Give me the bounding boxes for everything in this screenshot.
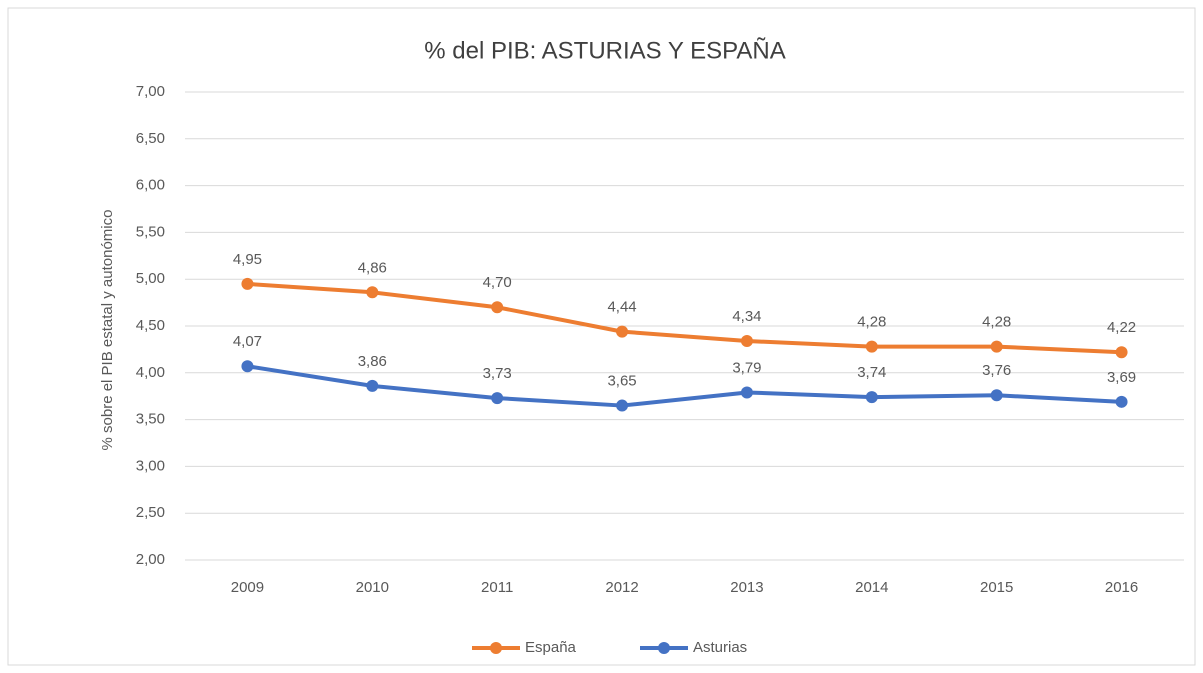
data-label: 3,76 [982, 362, 1011, 379]
x-tick-label: 2016 [1105, 579, 1138, 596]
y-tick-label: 3,00 [136, 457, 165, 474]
data-point [616, 325, 629, 338]
y-tick-label: 6,50 [136, 130, 165, 147]
data-label: 3,73 [483, 365, 512, 382]
x-tick-label: 2012 [605, 579, 638, 596]
data-label: 4,07 [233, 333, 262, 350]
data-label: 4,70 [483, 274, 512, 291]
y-tick-label: 2,00 [136, 551, 165, 568]
data-label: 3,79 [732, 359, 761, 376]
y-tick-label: 6,00 [136, 177, 165, 194]
y-tick-label: 4,50 [136, 317, 165, 334]
data-label: 4,22 [1107, 319, 1136, 336]
data-label: 4,34 [732, 308, 761, 325]
chart-title: % del PIB: ASTURIAS Y ESPAÑA [424, 37, 786, 64]
data-label: 3,65 [607, 373, 636, 390]
data-point [1115, 346, 1128, 359]
data-point [491, 392, 504, 405]
legend-label: España [525, 639, 577, 656]
series-line [247, 281, 1122, 355]
x-tick-label: 2014 [855, 579, 888, 596]
data-label: 3,86 [358, 353, 387, 370]
legend-marker [490, 642, 502, 654]
data-point [366, 379, 379, 392]
data-point [990, 340, 1003, 353]
data-point [1115, 395, 1128, 408]
data-label: 3,74 [857, 364, 886, 381]
data-label: 4,28 [982, 314, 1011, 331]
data-point [241, 277, 254, 290]
chart-border [7, 7, 1196, 666]
data-point [990, 389, 1003, 402]
data-label: 4,86 [358, 259, 387, 276]
data-label: 3,69 [1107, 369, 1136, 386]
y-tick-label: 3,50 [136, 411, 165, 428]
data-point [865, 340, 878, 353]
data-point [616, 399, 629, 412]
y-tick-label: 5,50 [136, 223, 165, 240]
data-point [740, 386, 753, 399]
y-tick-label: 2,50 [136, 504, 165, 521]
data-label: 4,95 [233, 251, 262, 268]
y-tick-label: 7,00 [136, 83, 165, 100]
x-tick-label: 2010 [356, 579, 389, 596]
data-point [366, 286, 379, 299]
series-line [247, 364, 1122, 408]
legend-marker [658, 642, 670, 654]
data-point [740, 334, 753, 347]
x-tick-label: 2009 [231, 579, 264, 596]
data-point [491, 301, 504, 314]
y-axis-label: % sobre el PIB estatal y autonómico [99, 210, 116, 451]
legend-label: Asturias [693, 639, 747, 656]
x-tick-label: 2013 [730, 579, 763, 596]
data-label: 4,28 [857, 314, 886, 331]
x-tick-label: 2011 [481, 579, 513, 596]
y-tick-label: 5,00 [136, 270, 165, 287]
data-point [241, 360, 254, 373]
data-point [865, 391, 878, 404]
y-tick-label: 4,00 [136, 364, 165, 381]
x-tick-label: 2015 [980, 579, 1013, 596]
data-label: 4,44 [607, 299, 636, 316]
